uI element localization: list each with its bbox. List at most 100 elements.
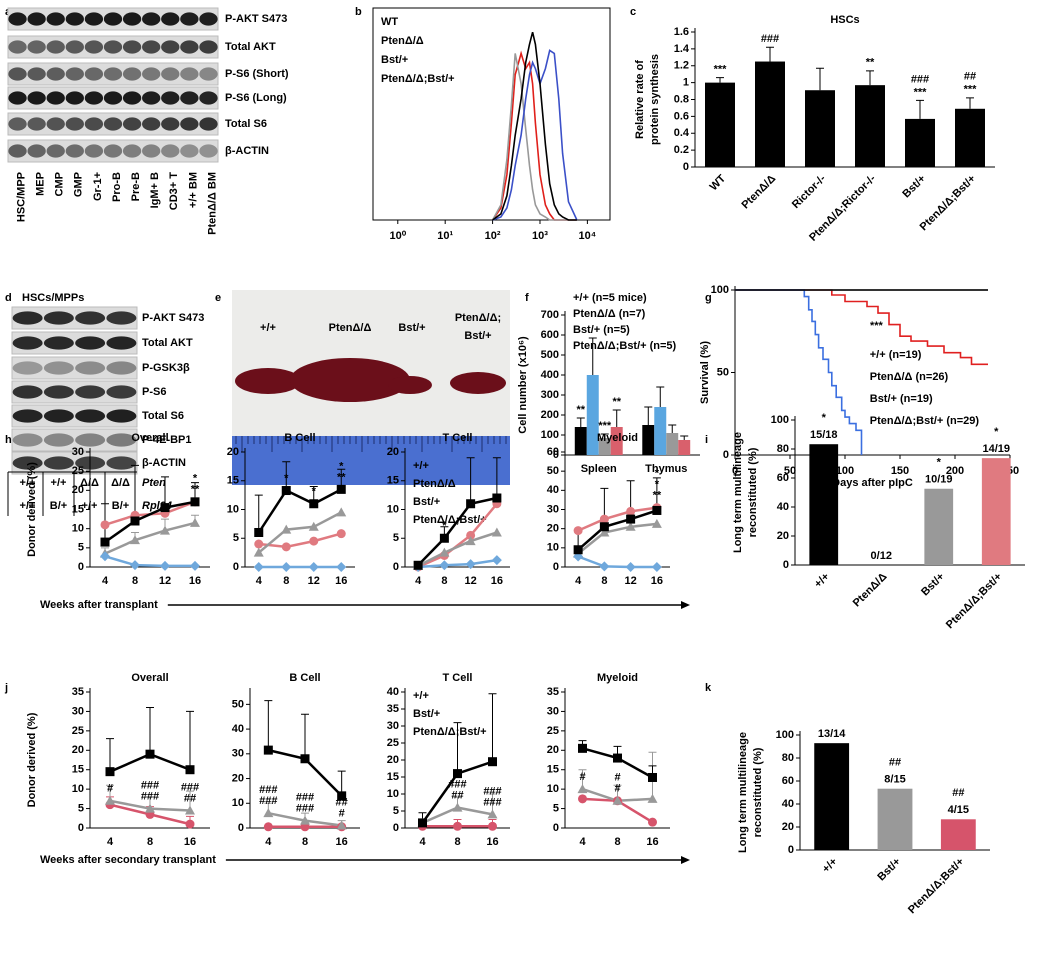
blot-band — [46, 144, 65, 158]
genotype: +/+ — [51, 477, 67, 489]
legend-entry: +/+ — [413, 690, 429, 702]
chart-title: Myeloid — [597, 672, 638, 684]
marker — [185, 805, 195, 815]
error-bar — [453, 722, 462, 774]
marker — [190, 560, 200, 571]
x-axis-label: Days after pIpC — [832, 477, 913, 489]
marker — [439, 547, 450, 557]
y-tick-label: 25 — [547, 725, 559, 737]
blot-band — [46, 67, 65, 81]
y-axis-label: reconstituted (%) — [747, 447, 759, 537]
x-tick-label: 10² — [485, 230, 501, 242]
legend-entry: Bst/+ — [381, 54, 408, 66]
marker — [336, 562, 347, 572]
blot-band — [142, 40, 161, 54]
legend-entry: PtenΔ/Δ;Bst/+ (n=29) — [870, 415, 980, 427]
marker — [599, 527, 610, 537]
marker — [308, 562, 319, 572]
bar — [666, 433, 679, 455]
blot-band — [43, 311, 74, 325]
legend-entry: PtenΔ/Δ (n=7) — [573, 308, 646, 320]
blot-strip — [11, 404, 138, 428]
x-tick-label: 16 — [646, 836, 658, 848]
gene-name: Pten — [142, 477, 166, 489]
bar — [574, 427, 587, 455]
y-tick-label: 100 — [711, 284, 729, 296]
y-tick-label: 0 — [783, 559, 789, 571]
significance: ** — [612, 396, 621, 408]
legend-entry: +/+ (n=5 mice) — [573, 292, 647, 304]
y-tick-label: 20 — [227, 446, 239, 458]
y-tick-label: 40 — [782, 798, 794, 810]
value-label: 10/19 — [925, 474, 953, 486]
blot-band — [199, 67, 218, 81]
x-tick-label: 10³ — [532, 230, 548, 242]
significance: # — [579, 771, 585, 783]
legend-entry: WT — [381, 16, 398, 28]
y-tick-label: 35 — [547, 686, 559, 698]
y-tick-label: 50 — [547, 465, 559, 477]
marker — [263, 808, 274, 818]
blot-band — [8, 40, 27, 54]
significance: ### — [296, 802, 314, 814]
y-axis-label: Relative rate of — [634, 60, 646, 139]
y-tick-label: 600 — [541, 329, 559, 341]
bar — [940, 819, 976, 850]
marker — [599, 561, 610, 572]
bar — [877, 788, 913, 850]
significance: ## — [889, 757, 901, 769]
error-bar — [466, 457, 475, 504]
blot-band — [12, 361, 43, 375]
marker — [308, 521, 319, 531]
marker — [337, 791, 347, 801]
marker — [573, 545, 583, 555]
error-bar — [282, 461, 291, 491]
significance: ### — [296, 791, 314, 803]
x-tick-label: 12 — [465, 575, 477, 587]
marker — [613, 753, 622, 763]
error-bar — [186, 710, 194, 770]
blot-band — [199, 12, 218, 26]
blot-title: HSCs/MPPs — [22, 292, 84, 304]
y-tick-label: 0.4 — [674, 127, 690, 139]
blot-band — [75, 361, 106, 375]
marker — [190, 497, 200, 507]
significance: # — [614, 772, 620, 784]
bar — [755, 61, 785, 167]
y-tick-label: 40 — [547, 484, 559, 496]
significance: ### — [259, 795, 277, 807]
blot-label: P-S6 (Long) — [225, 92, 287, 104]
y-tick-label: 50 — [717, 366, 729, 378]
blot-band — [161, 40, 180, 54]
y-tick-label: 10 — [227, 503, 239, 515]
bar — [905, 118, 935, 167]
blot-band — [43, 456, 74, 470]
y-tick-label: 1.2 — [674, 60, 689, 72]
y-tick-label: 20 — [387, 754, 399, 766]
series-line — [417, 503, 498, 569]
marker — [488, 821, 497, 831]
marker — [648, 817, 657, 827]
blot-band — [103, 67, 123, 81]
marker — [626, 506, 636, 516]
blot-band — [65, 117, 84, 131]
y-tick-label: 1.4 — [674, 43, 690, 55]
marker — [145, 749, 155, 759]
blot-band — [122, 144, 142, 158]
y-tick-label: 40 — [232, 723, 244, 735]
error-bar — [766, 46, 774, 62]
blot-strip — [11, 380, 138, 404]
series-line — [491, 53, 577, 221]
blot-band — [46, 12, 65, 26]
marker — [413, 560, 423, 570]
blot-band — [103, 91, 123, 105]
y-tick-label: 700 — [541, 309, 559, 321]
y-tick-label: 15 — [72, 503, 84, 515]
arrow-head — [681, 601, 690, 609]
x-tick-label: 4 — [256, 575, 263, 587]
y-tick-label: 100 — [541, 429, 559, 441]
significance: *** — [598, 420, 612, 432]
y-tick-label: 20 — [72, 744, 84, 756]
blot-band — [8, 12, 27, 26]
error-bar — [966, 97, 974, 109]
